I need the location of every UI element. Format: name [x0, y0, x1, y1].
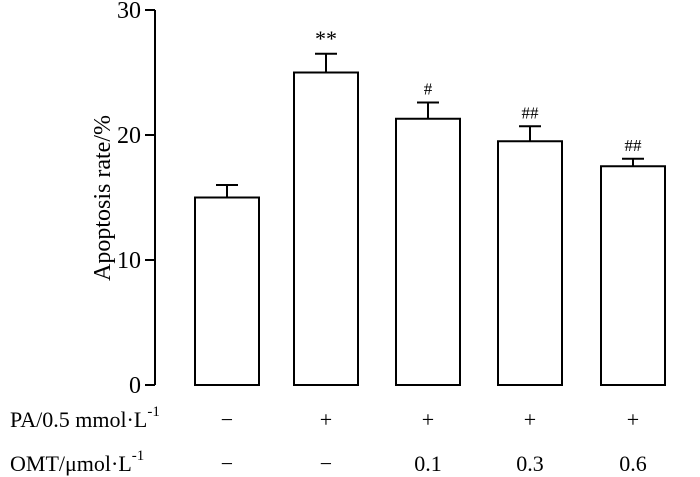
y-tick-label: 20	[117, 123, 141, 149]
bars: **#####	[194, 26, 666, 386]
y-tick-label: 30	[117, 0, 141, 24]
bar	[293, 71, 359, 386]
significance-label: ##	[625, 136, 643, 155]
y-tick-label: 10	[117, 248, 141, 274]
significance-label: **	[315, 26, 337, 51]
significance-label: ##	[522, 103, 540, 122]
bar	[395, 117, 461, 386]
condition-table: PA/0.5 mmol·L-1 − + + + + OMT/μmol·L-1 − − 0.1 0.3…	[10, 404, 647, 476]
condition-value: +	[320, 407, 332, 432]
condition-value: +	[422, 407, 434, 432]
significance-label: #	[424, 80, 433, 99]
bar	[497, 140, 563, 386]
condition-value: 0.3	[516, 451, 544, 476]
axes: 0 10 20 30	[117, 0, 156, 399]
condition-value: +	[627, 407, 639, 432]
condition-label: PA/0.5 mmol·L-1	[10, 404, 160, 432]
y-axis-label: Apoptosis rate/%	[90, 115, 116, 281]
bar	[600, 165, 666, 386]
condition-value: 0.1	[414, 451, 442, 476]
condition-value: −	[221, 451, 233, 476]
condition-value: −	[221, 407, 233, 432]
y-tick-label: 0	[129, 373, 141, 399]
bar	[194, 196, 260, 386]
condition-label: OMT/μmol·L-1	[10, 448, 144, 476]
condition-value: 0.6	[619, 451, 647, 476]
condition-value: −	[320, 451, 332, 476]
condition-value: +	[524, 407, 536, 432]
